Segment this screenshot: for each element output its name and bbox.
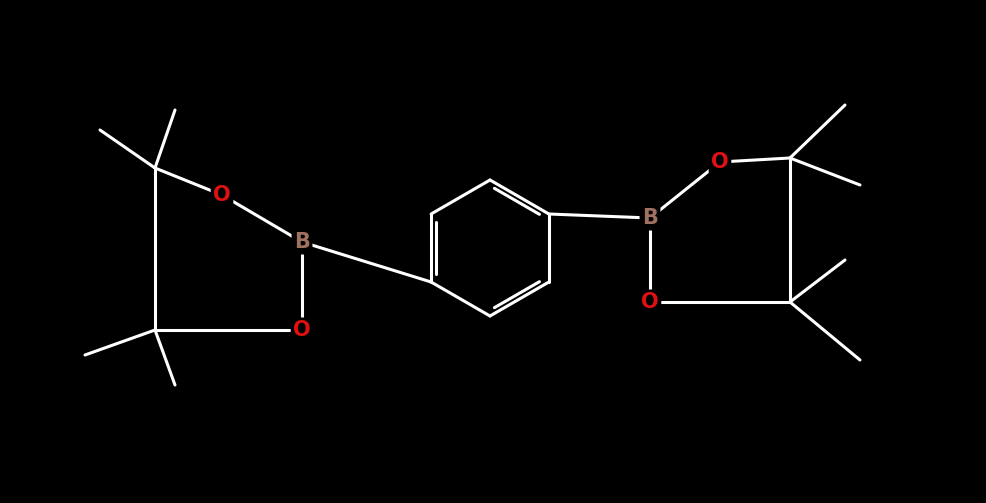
Text: O: O xyxy=(213,185,231,205)
Text: O: O xyxy=(711,152,728,172)
Text: O: O xyxy=(641,292,658,312)
Text: B: B xyxy=(294,232,310,252)
Text: B: B xyxy=(642,208,658,228)
Text: O: O xyxy=(293,320,311,340)
